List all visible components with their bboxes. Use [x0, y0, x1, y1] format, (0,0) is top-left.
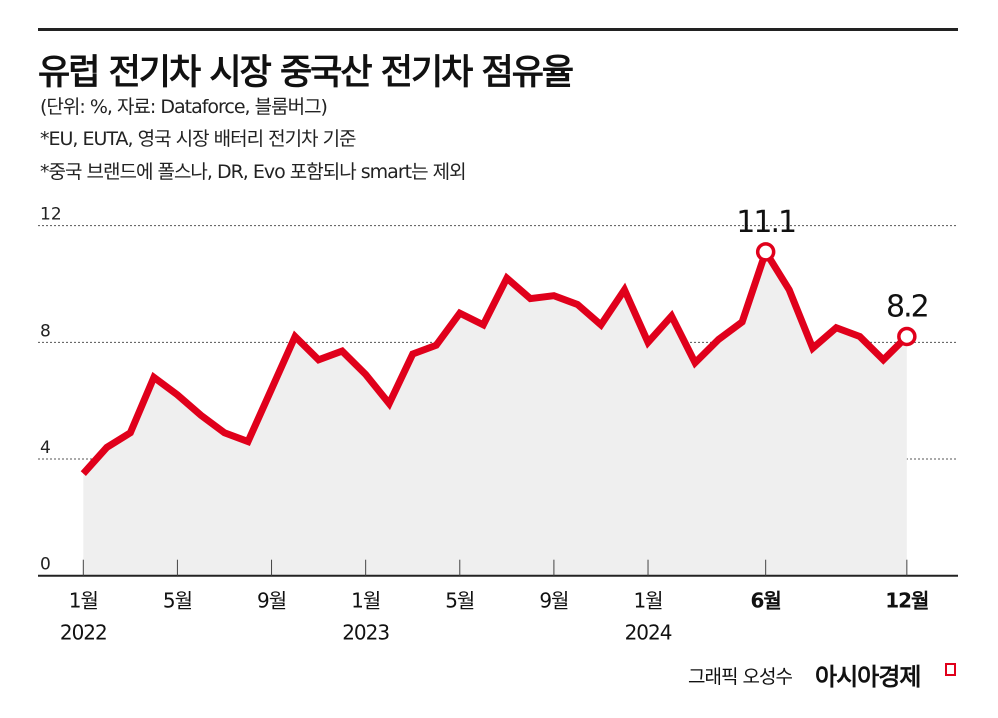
x-tick-label: 9월	[539, 589, 568, 613]
note-1: *EU, EUTA, 영국 시장 배터리 전기차 기준	[40, 128, 357, 150]
data-label: 8.2	[886, 290, 928, 325]
x-tick-label: 12월	[885, 589, 928, 613]
y-tick-label: 8	[40, 321, 51, 341]
x-tick-label: 9월	[257, 589, 286, 613]
x-tick-label: 1월	[633, 589, 662, 613]
x-tick-label: 1월	[69, 589, 98, 613]
top-rule	[38, 28, 958, 31]
publisher-logo: 아시아경제	[815, 663, 921, 691]
x-tick-label: 6월	[751, 589, 781, 613]
x-tick-label: 5월	[163, 589, 192, 613]
x-tick-label: 1월	[351, 589, 380, 613]
graphic-credit: 그래픽 오성수	[688, 666, 793, 688]
x-tick-label: 5월	[445, 589, 474, 613]
x-year-label: 2023	[342, 621, 389, 645]
x-year-label: 2022	[60, 621, 107, 645]
chart-title: 유럽 전기차 시장 중국산 전기차 점유율	[38, 53, 574, 93]
unit-source: (단위: %, 자료: Dataforce, 블룸버그)	[40, 96, 328, 118]
x-year-label: 2024	[625, 621, 672, 645]
area-fill	[83, 251, 907, 576]
y-tick-label: 12	[40, 205, 62, 225]
highlight-marker	[755, 242, 776, 262]
highlight-marker	[897, 326, 917, 347]
logo-mark-icon	[945, 663, 956, 676]
y-tick-label: 4	[40, 438, 51, 458]
data-label: 11.1	[736, 205, 795, 240]
note-2: *중국 브랜드에 폴스나, DR, Evo 포함되나 smart는 제외	[40, 161, 467, 183]
y-tick-label: 0	[40, 555, 51, 575]
